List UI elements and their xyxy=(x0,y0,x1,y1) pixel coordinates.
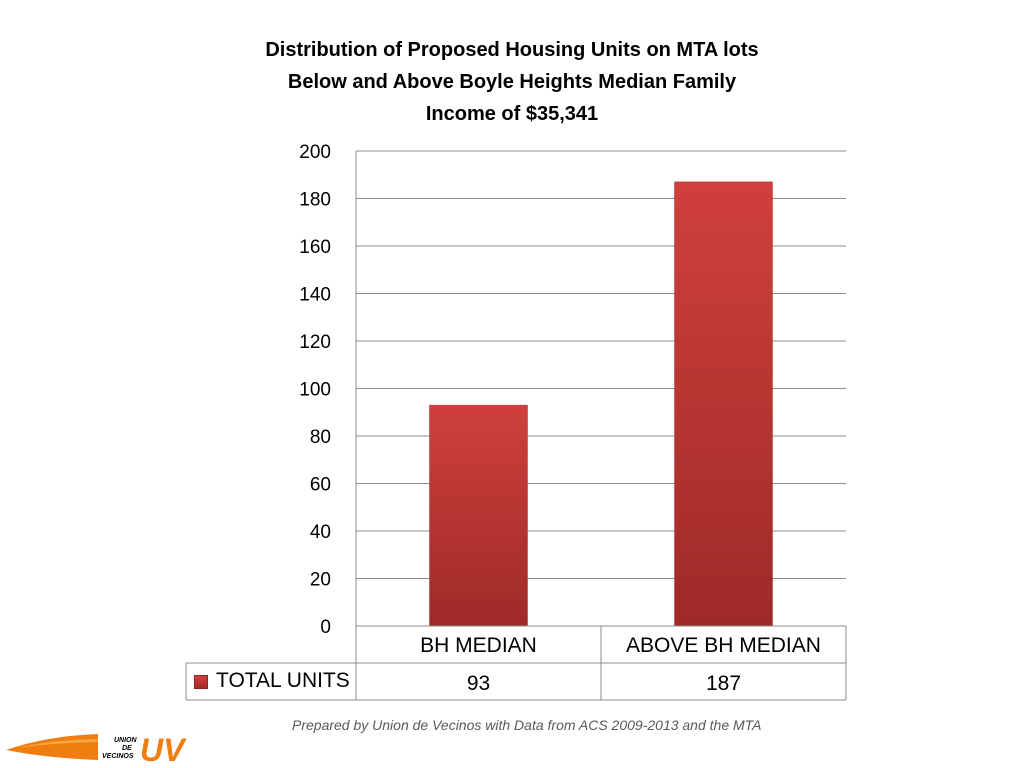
category-label-above-bh-median: ABOVE BH MEDIAN xyxy=(626,634,821,657)
y-tick-label-0: 0 xyxy=(320,617,331,638)
legend-label: TOTAL UNITS xyxy=(216,669,350,692)
data-value-above-bh-median: 187 xyxy=(706,672,741,695)
footer-note: Prepared by Union de Vecinos with Data f… xyxy=(292,717,762,733)
y-tick-label-80: 80 xyxy=(310,427,331,448)
y-tick-label-100: 100 xyxy=(299,380,331,401)
legend-swatch xyxy=(194,675,208,689)
y-tick-label-40: 40 xyxy=(310,522,331,543)
y-tick-label-120: 120 xyxy=(299,332,331,353)
logo-text-union: UNION xyxy=(114,737,138,744)
union-de-vecinos-logo: UNION DE VECINOS UV xyxy=(6,732,187,764)
y-tick-label-200: 200 xyxy=(299,142,331,163)
bar-bh-median xyxy=(429,404,528,627)
category-label-bh-median: BH MEDIAN xyxy=(420,634,537,657)
chart-title: Distribution of Proposed Housing Units o… xyxy=(212,34,812,130)
data-value-bh-median: 93 xyxy=(467,672,490,695)
chart-title-line-3: Income of $35,341 xyxy=(425,103,599,125)
chart-title-line-1: Distribution of Proposed Housing Units o… xyxy=(265,39,759,61)
chart-title-line-2: Below and Above Boyle Heights Median Fam… xyxy=(287,71,737,93)
y-tick-label-140: 140 xyxy=(299,285,331,306)
y-tick-label-160: 160 xyxy=(299,237,331,258)
logo-mark-uv: UV xyxy=(140,732,187,764)
bar-above-bh-median xyxy=(674,181,773,627)
y-tick-label-180: 180 xyxy=(299,190,331,211)
y-tick-label-60: 60 xyxy=(310,475,331,496)
logo-text-vecinos: VECINOS xyxy=(102,753,134,760)
y-tick-label-20: 20 xyxy=(310,570,331,591)
logo-text-de: DE xyxy=(122,745,132,752)
